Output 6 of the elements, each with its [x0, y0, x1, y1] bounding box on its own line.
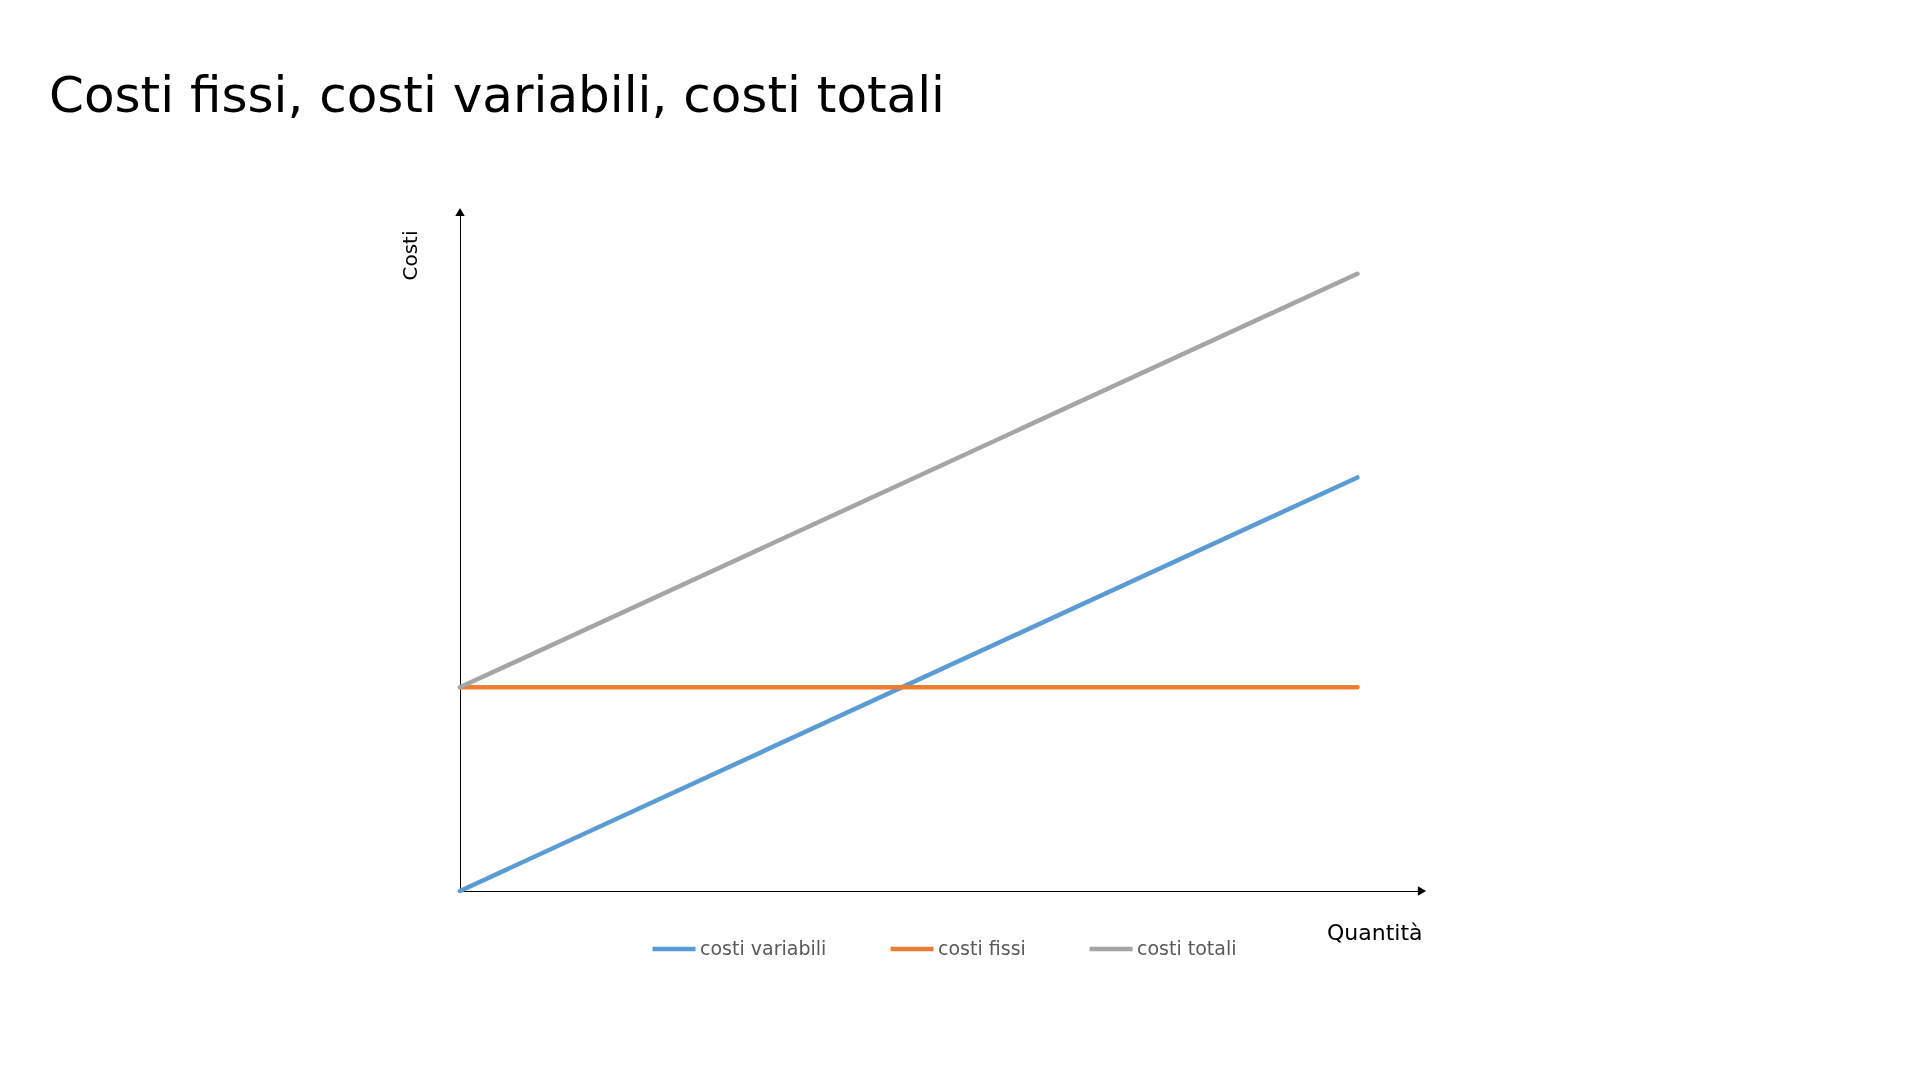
x-axis-title: Quantità: [1326, 919, 1423, 945]
legend-label: costi totali: [1137, 937, 1237, 959]
legend-label: costi variabili: [700, 937, 827, 959]
legend-label: costi fissi: [938, 937, 1026, 959]
y-axis-title: Costi: [397, 230, 422, 281]
chart-title: Costi fissi, costi variabili, costi totali: [49, 65, 945, 124]
